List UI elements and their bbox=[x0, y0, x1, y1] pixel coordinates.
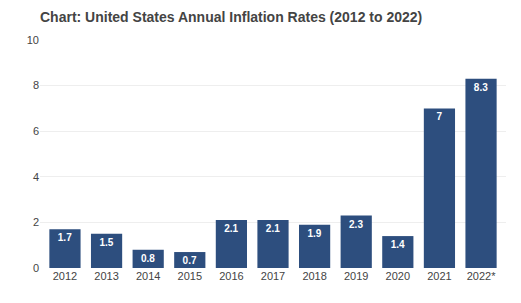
svg-text:2021: 2021 bbox=[427, 270, 451, 282]
svg-text:8: 8 bbox=[33, 79, 39, 91]
svg-text:2.3: 2.3 bbox=[349, 219, 363, 230]
svg-text:2015: 2015 bbox=[178, 270, 202, 282]
svg-text:2013: 2013 bbox=[94, 270, 118, 282]
svg-text:2.1: 2.1 bbox=[266, 223, 280, 234]
svg-text:10: 10 bbox=[27, 34, 39, 46]
svg-text:2.1: 2.1 bbox=[224, 223, 238, 234]
svg-text:2014: 2014 bbox=[136, 270, 160, 282]
svg-text:1.7: 1.7 bbox=[58, 232, 72, 243]
svg-text:2022*: 2022* bbox=[467, 270, 496, 282]
svg-text:0.8: 0.8 bbox=[141, 253, 155, 264]
svg-text:2018: 2018 bbox=[302, 270, 326, 282]
svg-text:1.5: 1.5 bbox=[99, 237, 113, 248]
svg-text:1.9: 1.9 bbox=[307, 228, 321, 239]
svg-text:6: 6 bbox=[33, 125, 39, 137]
svg-text:2017: 2017 bbox=[261, 270, 285, 282]
svg-text:2019: 2019 bbox=[344, 270, 368, 282]
svg-text:2020: 2020 bbox=[386, 270, 410, 282]
svg-text:2: 2 bbox=[33, 216, 39, 228]
svg-text:0: 0 bbox=[33, 262, 39, 274]
svg-text:1.4: 1.4 bbox=[391, 239, 405, 250]
svg-text:0.7: 0.7 bbox=[183, 255, 197, 266]
svg-text:4: 4 bbox=[33, 171, 39, 183]
svg-text:7: 7 bbox=[436, 111, 442, 122]
svg-text:2012: 2012 bbox=[53, 270, 77, 282]
svg-text:2016: 2016 bbox=[219, 270, 243, 282]
svg-text:Chart: United States Annual In: Chart: United States Annual Inflation Ra… bbox=[40, 9, 422, 25]
svg-text:8.3: 8.3 bbox=[474, 82, 488, 93]
